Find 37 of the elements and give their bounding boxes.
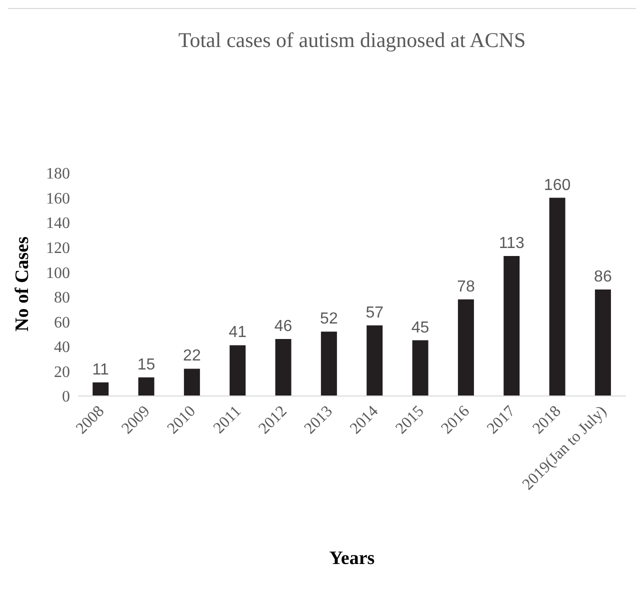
data-label: 11 xyxy=(92,361,110,378)
data-label: 41 xyxy=(228,324,247,342)
bar xyxy=(504,256,520,396)
y-tick-label: 0 xyxy=(62,388,70,406)
data-label: 86 xyxy=(594,268,612,286)
data-label: 15 xyxy=(137,356,156,374)
bar xyxy=(412,340,428,396)
bar xyxy=(275,339,292,396)
bar xyxy=(594,289,611,396)
data-label: 45 xyxy=(411,319,430,336)
data-label: 22 xyxy=(183,348,201,365)
y-tick-label: 60 xyxy=(54,314,70,332)
bar xyxy=(184,368,200,396)
y-tick-label: 40 xyxy=(54,339,70,356)
data-label: 113 xyxy=(498,235,524,252)
bar xyxy=(549,198,566,396)
data-label: 160 xyxy=(544,176,571,194)
bar xyxy=(458,299,474,396)
y-tick-label: 100 xyxy=(46,264,70,282)
data-label: 78 xyxy=(457,278,475,296)
data-label: 57 xyxy=(366,304,384,322)
x-axis-title: Years xyxy=(328,548,376,570)
bar xyxy=(230,345,246,396)
bar xyxy=(138,377,154,396)
y-axis-title: No of Cases xyxy=(12,236,34,332)
y-tick-label: 20 xyxy=(54,364,70,381)
bar xyxy=(320,332,337,396)
data-label: 52 xyxy=(320,310,338,328)
y-tick-label: 160 xyxy=(46,190,70,208)
y-tick-label: 80 xyxy=(54,290,70,307)
chart-title: Total cases of autism diagnosed at ACNS xyxy=(177,28,527,53)
y-tick-label: 120 xyxy=(46,240,70,258)
bar xyxy=(366,325,383,396)
bar xyxy=(92,382,109,396)
data-label: 46 xyxy=(274,318,292,336)
y-tick-label: 140 xyxy=(46,215,70,232)
y-tick-label: 180 xyxy=(46,166,70,183)
